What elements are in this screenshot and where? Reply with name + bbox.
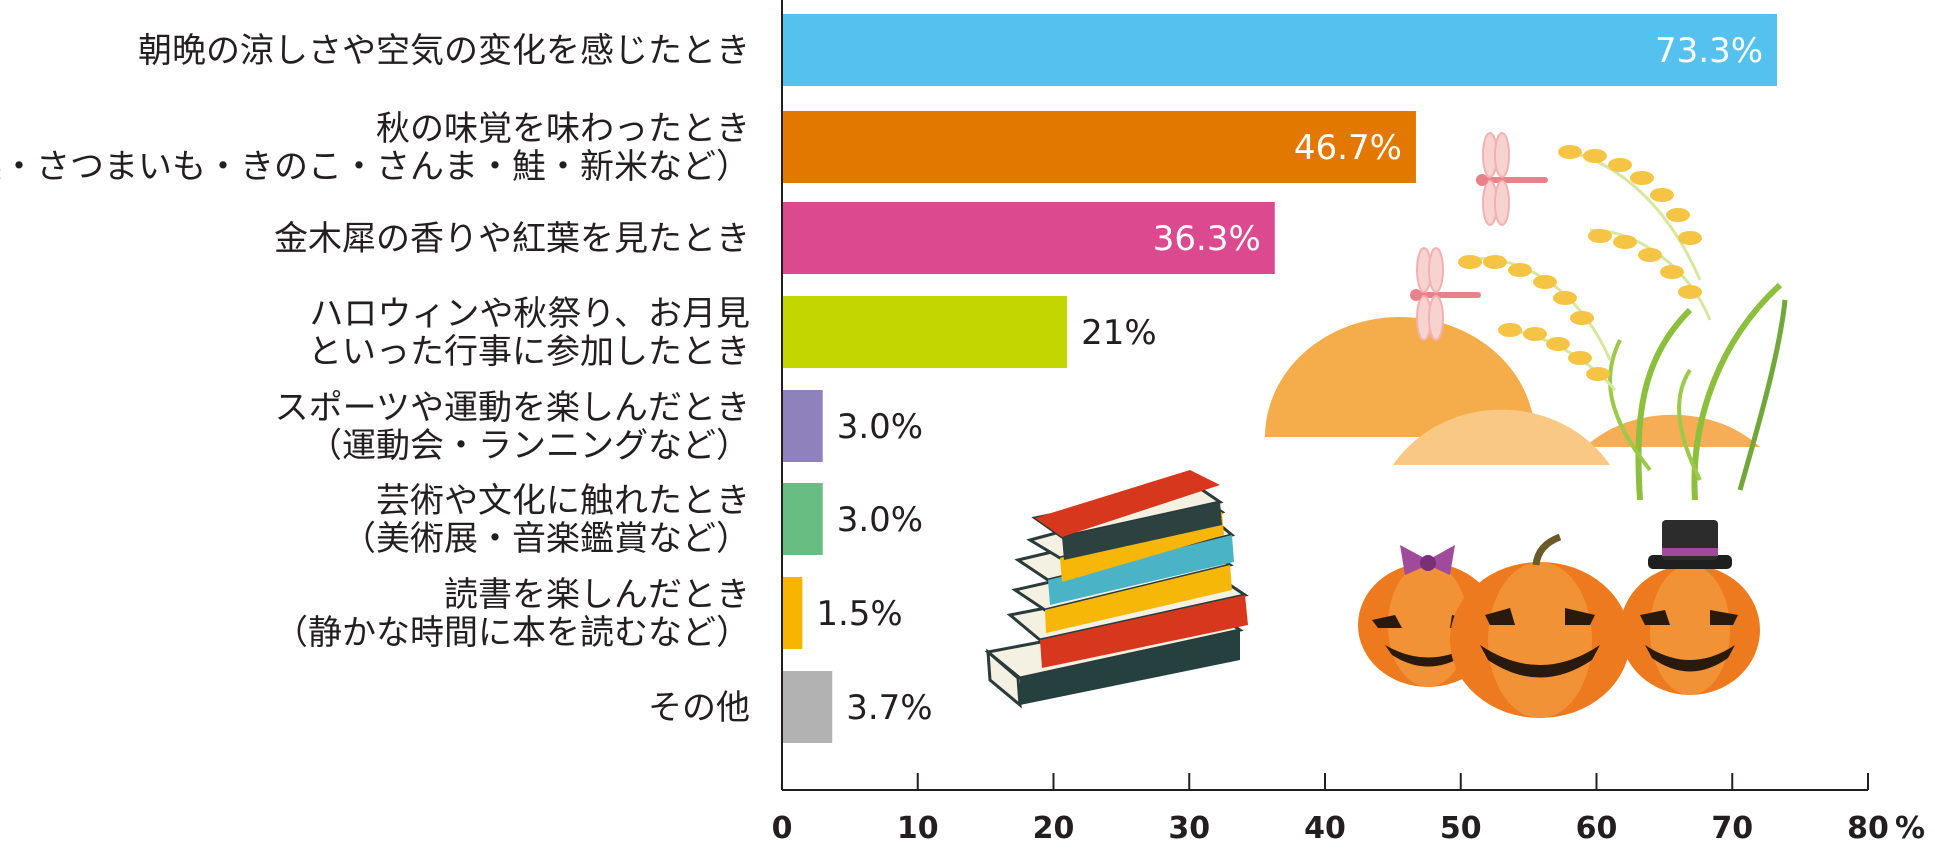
category-label: 朝晩の涼しさや空気の変化を感じたとき [138, 31, 750, 71]
data-label: 3.0% [837, 500, 923, 540]
category-label: その他 [648, 688, 750, 728]
category-label: 金木犀の香りや紅葉を見たとき [274, 219, 750, 259]
category-label: （運動会・ランニングなど） [308, 426, 750, 466]
category-label: スポーツや運動を楽しんだとき [275, 388, 750, 428]
x-tick-label: 20 [1033, 811, 1075, 846]
bar [782, 483, 823, 555]
bar [782, 671, 833, 743]
bar [782, 296, 1068, 368]
x-tick-label: 30 [1168, 811, 1210, 846]
x-axis-unit: % [1895, 811, 1925, 846]
x-tick-label: 10 [897, 811, 939, 846]
x-axis-ticks: 0 10 20 30 40 50 60 70 80% [772, 773, 1925, 846]
hill-shape [1265, 317, 1760, 465]
data-labels: 73.3% 46.7% 36.3% 21% 3.0% 3.0% 1.5% 3.7% [816, 31, 1763, 728]
data-label: 21% [1081, 313, 1157, 353]
x-tick-label: 60 [1576, 811, 1618, 846]
x-tick-label: 40 [1304, 811, 1346, 846]
category-label: ハロウィンや秋祭り、お月見 [309, 294, 750, 334]
x-tick-label: 0 [772, 811, 793, 846]
data-label: 1.5% [816, 594, 902, 634]
data-label: 3.7% [846, 688, 932, 728]
bar [782, 111, 1416, 183]
decorations [984, 132, 1788, 718]
category-label: 読書を楽しんだとき [444, 575, 750, 615]
category-label: といった行事に参加したとき [308, 332, 750, 372]
bar [782, 202, 1275, 274]
data-label: 3.0% [837, 407, 923, 447]
bars [782, 14, 1778, 743]
data-label: 46.7% [1294, 128, 1402, 168]
book-stack-icon [984, 470, 1249, 709]
category-label: （栗・さつまいも・きのこ・さんま・鮭・新米など） [0, 147, 750, 187]
rice-plant-icon [1458, 145, 1788, 501]
category-label: 秋の味覚を味わったとき [376, 109, 750, 149]
axes: 0 10 20 30 40 50 60 70 80% [772, 0, 1925, 846]
x-tick-label: 50 [1440, 811, 1482, 846]
x-tick-label: 80 [1847, 811, 1889, 846]
category-label: （美術展・音楽鑑賞など） [342, 519, 750, 559]
data-label: 73.3% [1655, 31, 1763, 71]
bar [782, 14, 1778, 86]
data-label: 36.3% [1153, 219, 1261, 259]
bar [782, 577, 803, 649]
dragonfly-icon [1410, 132, 1548, 341]
x-tick-label: 70 [1711, 811, 1753, 846]
category-label: （静かな時間に本を読むなど） [274, 613, 750, 653]
category-label: 芸術や文化に触れたとき [376, 481, 750, 521]
bar [782, 390, 823, 462]
jack-o-lantern-icon [1358, 520, 1760, 718]
category-labels: 朝晩の涼しさや空気の変化を感じたとき秋の味覚を味わったとき（栗・さつまいも・きの… [0, 31, 750, 728]
